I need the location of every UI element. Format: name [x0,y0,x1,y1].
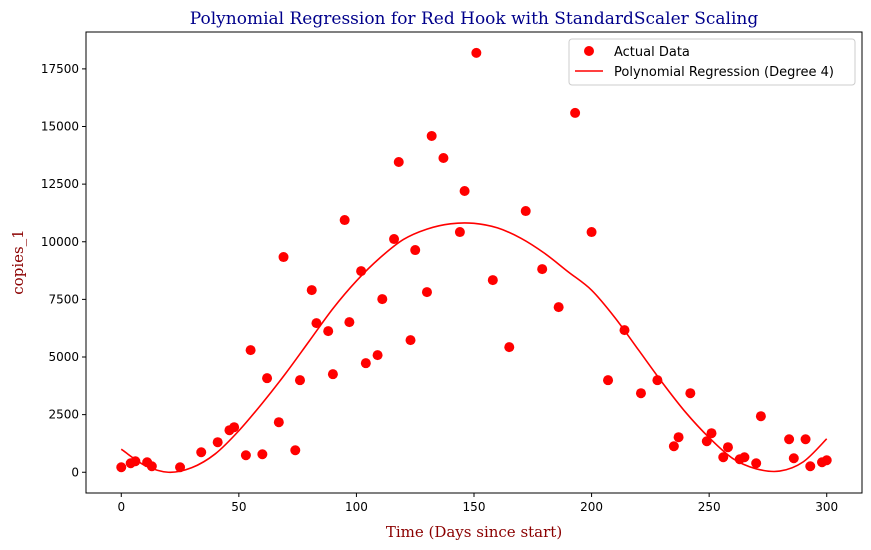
data-point [755,411,766,422]
y-tick-label: 10000 [41,235,79,249]
data-point [570,107,581,118]
data-point [784,434,795,445]
data-point [130,456,141,467]
data-point [426,130,437,141]
x-tick-label: 150 [463,500,486,514]
data-point [294,375,305,386]
y-tick-label: 0 [71,465,79,479]
y-tick-label: 5000 [48,350,79,364]
data-point [722,442,733,453]
data-point [146,461,157,472]
data-point [706,428,717,439]
data-point [805,461,816,472]
regression-line [120,222,828,474]
y-axis-label: copies_1 [9,229,27,294]
x-tick-label: 200 [580,500,603,514]
data-point [257,449,268,460]
x-tick-label: 250 [698,500,721,514]
data-point [459,186,470,197]
data-point [586,227,597,238]
y-tick-label: 15000 [41,120,79,134]
data-point [673,432,684,443]
data-point [273,417,284,428]
x-tick-label: 100 [345,500,368,514]
x-axis-label: Time (Days since start) [386,523,562,541]
data-point [739,452,750,463]
data-point [553,302,564,313]
data-point [339,215,350,226]
data-point [718,452,729,463]
data-point [471,47,482,58]
plot-area [85,31,863,494]
legend: Actual Data Polynomial Regression (Degre… [568,38,856,86]
data-point [356,266,367,277]
data-point [685,388,696,399]
data-point [116,462,127,473]
scatter-points [116,47,832,473]
data-point [800,434,811,445]
chart-title: Polynomial Regression for Red Hook with … [190,9,759,29]
data-point [175,462,186,473]
data-point [372,350,383,361]
data-point [504,342,515,353]
regression-curve-group [120,222,828,474]
data-point [421,287,432,298]
data-point [438,152,449,163]
data-point [454,227,465,238]
data-point [245,345,256,356]
data-point [751,458,762,469]
x-axis: 0 50 100 150 200 250 300 [117,493,838,514]
x-tick-label: 0 [117,500,125,514]
data-point [262,373,273,384]
data-point [196,447,207,458]
legend-label-regression: Polynomial Regression (Degree 4) [614,65,834,80]
data-point [278,252,289,263]
y-tick-label: 7500 [48,292,79,306]
data-point [344,317,355,328]
data-point [603,375,614,386]
data-point [311,318,322,329]
y-axis: 0 2500 5000 7500 10000 12500 15000 17500 [41,62,86,479]
data-point [487,275,498,286]
data-point [619,325,630,336]
data-point [701,436,712,447]
x-tick-label: 300 [815,500,838,514]
legend-label-actual-data: Actual Data [614,45,690,60]
data-point [821,455,832,466]
data-point [306,285,317,296]
legend-box [568,38,856,86]
data-point [212,437,223,448]
y-tick-label: 17500 [41,62,79,76]
data-point [652,375,663,386]
data-point [389,234,400,245]
x-tick-label: 50 [231,500,246,514]
data-point [393,157,404,168]
data-point [405,335,416,346]
legend-marker-actual-data [584,46,594,56]
data-point [668,441,679,452]
y-tick-label: 12500 [41,177,79,191]
data-point [635,388,646,399]
data-point [290,445,301,456]
data-point [323,326,334,337]
data-point [377,294,388,305]
data-point [788,453,799,464]
data-point [537,264,548,275]
data-point [327,369,338,380]
data-point [410,245,421,256]
data-point [229,422,240,433]
data-point [240,450,251,461]
data-point [360,358,371,369]
data-point [520,206,531,217]
y-tick-label: 2500 [48,408,79,422]
